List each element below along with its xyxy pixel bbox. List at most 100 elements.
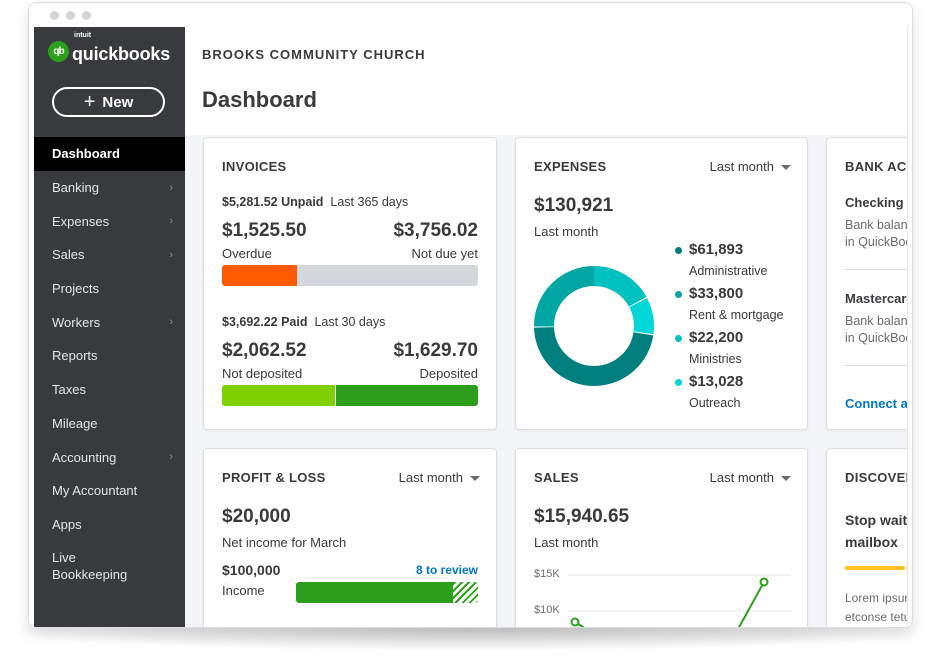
sales-title: SALES xyxy=(534,470,579,485)
expenses-donut-chart[interactable] xyxy=(532,264,656,388)
chevron-right-icon: › xyxy=(169,316,173,329)
sidebar-item-label: Dashboard xyxy=(52,146,120,162)
sidebar-item-dashboard[interactable]: Dashboard xyxy=(34,137,185,171)
connect-accounts-link[interactable]: Connect accounts xyxy=(845,396,907,411)
new-button-label: New xyxy=(102,93,134,111)
unpaid-period: Last 365 days xyxy=(330,195,409,209)
not-due-amount[interactable]: $3,756.02 xyxy=(393,220,478,241)
to-review-segment[interactable] xyxy=(453,582,478,603)
bank-balance-label: Bank balance xyxy=(845,314,907,328)
income-segment[interactable] xyxy=(296,582,453,603)
sidebar-item-expenses[interactable]: Expenses › xyxy=(34,204,185,238)
quickbooks-logo[interactable]: qb intuit quickbooks xyxy=(48,32,170,64)
outreach-segment[interactable] xyxy=(534,266,654,386)
sidebar-item-label: My Accountant xyxy=(52,483,138,499)
invoices-card: INVOICES $5,281.52 Unpaid Last 365 days … xyxy=(203,137,497,430)
app-window: qb intuit quickbooks + New Dashboard Ban… xyxy=(28,2,913,628)
overdue-segment[interactable] xyxy=(222,265,297,286)
sales-card: SALES Last month $15,940.65 Last month $… xyxy=(515,448,808,627)
discover-headline[interactable]: Stop waiting at themailbox xyxy=(845,512,907,550)
page-title: Dashboard xyxy=(202,87,317,112)
legend-label: Ministries xyxy=(689,352,742,366)
sales-total-label: Last month xyxy=(534,535,599,550)
data-point[interactable] xyxy=(759,577,769,587)
sales-period-dropdown[interactable]: Last month xyxy=(710,470,791,485)
invoices-paid-summary: $3,692.22 Paid Last 30 days xyxy=(222,315,385,329)
window-maximize-button[interactable] xyxy=(82,10,91,20)
legend-dot-icon xyxy=(675,335,682,342)
expenses-period-dropdown[interactable]: Last month xyxy=(710,159,791,174)
sidebar-item-label: Apps xyxy=(52,516,82,532)
invoices-unpaid-summary: $5,281.52 Unpaid Last 365 days xyxy=(222,195,408,209)
paid-bar[interactable] xyxy=(222,385,478,406)
window-close-button[interactable] xyxy=(50,10,59,20)
sidebar-item-banking[interactable]: Banking › xyxy=(34,171,185,205)
rent-mortgage-segment[interactable] xyxy=(534,266,654,386)
legend-label: Rent & mortgage xyxy=(689,308,784,322)
bank-account-name[interactable]: Mastercard xyxy=(845,291,907,306)
sidebar-item-taxes[interactable]: Taxes xyxy=(34,373,185,407)
page-header: BROOKS COMMUNITY CHURCH Dashboard xyxy=(185,27,907,135)
bank-account-name[interactable]: Checking xyxy=(845,195,904,210)
net-income-label: Net income for March xyxy=(222,535,347,550)
deposited-label: Deposited xyxy=(419,366,478,381)
expenses-title: EXPENSES xyxy=(534,159,607,174)
deposited-segment[interactable] xyxy=(336,385,478,406)
caret-down-icon xyxy=(470,476,480,482)
sidebar-item-label: Mileage xyxy=(52,415,98,431)
profit-loss-period-dropdown[interactable]: Last month xyxy=(399,470,480,485)
not-due-segment[interactable] xyxy=(297,265,478,286)
unpaid-bar[interactable] xyxy=(222,265,478,286)
intuit-wordmark: intuit xyxy=(74,32,92,39)
sales-total: $15,940.65 xyxy=(534,506,630,527)
sales-line-chart[interactable] xyxy=(516,559,809,627)
chevron-right-icon: › xyxy=(169,248,173,261)
unpaid-amount: $5,281.52 Unpaid xyxy=(222,195,324,209)
sidebar-item-projects[interactable]: Projects xyxy=(34,272,185,306)
legend-dot-icon xyxy=(675,379,682,386)
sidebar-item-accounting[interactable]: Accounting › xyxy=(34,440,185,474)
legend-dot-icon xyxy=(675,247,682,254)
company-name: BROOKS COMMUNITY CHURCH xyxy=(202,47,426,62)
not-deposited-segment[interactable] xyxy=(222,385,336,406)
chevron-right-icon: › xyxy=(169,181,173,194)
review-link[interactable]: 8 to review xyxy=(415,563,478,577)
bank-accounts-card: BANK ACCOUNTS Checking Bank balance in Q… xyxy=(826,137,907,430)
legend-amount[interactable]: $22,200 xyxy=(689,329,744,346)
sidebar-item-reports[interactable]: Reports xyxy=(34,339,185,373)
overdue-label: Overdue xyxy=(222,246,272,261)
legend-amount[interactable]: $33,800 xyxy=(689,285,744,302)
plus-icon: + xyxy=(83,91,96,113)
administrative-segment[interactable] xyxy=(534,266,654,386)
divider xyxy=(845,365,907,366)
sidebar-item-label: Live Bookkeeping xyxy=(52,550,128,583)
new-button[interactable]: + New xyxy=(52,87,165,117)
sidebar-item-label: Expenses xyxy=(52,213,110,229)
window-minimize-button[interactable] xyxy=(66,10,75,20)
sidebar-item-label: Taxes xyxy=(52,382,86,398)
discover-card: DISCOVER Stop waiting at themailbox Lore… xyxy=(826,448,907,627)
expenses-total: $130,921 xyxy=(534,195,614,216)
sidebar-item-live-bookkeeping[interactable]: Live Bookkeeping xyxy=(34,541,185,591)
sidebar-item-mileage[interactable]: Mileage xyxy=(34,407,185,441)
chevron-right-icon: › xyxy=(169,451,173,464)
legend-label: Outreach xyxy=(689,396,741,410)
income-bar[interactable] xyxy=(296,582,478,603)
net-income-amount: $20,000 xyxy=(222,506,291,527)
sidebar-item-apps[interactable]: Apps xyxy=(34,508,185,542)
legend-amount[interactable]: $61,893 xyxy=(689,241,744,258)
main-content: BROOKS COMMUNITY CHURCH Dashboard INVOIC… xyxy=(185,27,907,627)
not-deposited-amount[interactable]: $2,062.52 xyxy=(222,340,307,361)
overdue-amount[interactable]: $1,525.50 xyxy=(222,220,307,241)
data-point[interactable] xyxy=(570,617,580,627)
legend-dot-icon xyxy=(675,291,682,298)
sidebar-item-sales[interactable]: Sales › xyxy=(34,238,185,272)
income-amount: $100,000 xyxy=(222,562,281,578)
caret-down-icon xyxy=(781,165,791,171)
legend-amount[interactable]: $13,028 xyxy=(689,373,744,390)
sidebar-item-workers[interactable]: Workers › xyxy=(34,305,185,339)
bank-balance-label: Bank balance xyxy=(845,218,907,232)
discover-title: DISCOVER xyxy=(845,470,907,485)
deposited-amount[interactable]: $1,629.70 xyxy=(393,340,478,361)
sidebar-item-my-accountant[interactable]: My Accountant xyxy=(34,474,185,508)
